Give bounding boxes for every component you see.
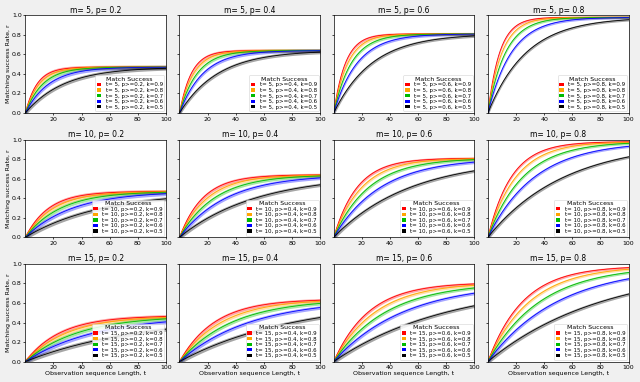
- Title: m= 5, p= 0.2: m= 5, p= 0.2: [70, 6, 122, 15]
- Legend: t= 5, p>=0.4, k=0.9, t= 5, p>=0.4, k=0.8, t= 5, p>=0.4, k=0.7, t= 5, p>=0.4, k=0: t= 5, p>=0.4, k=0.9, t= 5, p>=0.4, k=0.8…: [249, 75, 319, 112]
- X-axis label: Observation sequence Length, t: Observation sequence Length, t: [508, 371, 609, 376]
- Title: m= 15, p= 0.4: m= 15, p= 0.4: [221, 254, 278, 263]
- Legend: t= 15, p>=0.6, k=0.9, t= 15, p>=0.6, k=0.8, t= 15, p>=0.6, k=0.7, t= 15, p>=0.6,: t= 15, p>=0.6, k=0.9, t= 15, p>=0.6, k=0…: [400, 324, 473, 360]
- Title: m= 10, p= 0.2: m= 10, p= 0.2: [68, 130, 124, 139]
- Legend: t= 10, p>=0.2, k=0.9, t= 10, p>=0.2, k=0.8, t= 10, p>=0.2, k=0.7, t= 10, p>=0.2,: t= 10, p>=0.2, k=0.9, t= 10, p>=0.2, k=0…: [92, 199, 164, 236]
- X-axis label: Observation sequence Length, t: Observation sequence Length, t: [353, 371, 454, 376]
- Y-axis label: Matching success Rate, r: Matching success Rate, r: [6, 274, 10, 352]
- Title: m= 10, p= 0.8: m= 10, p= 0.8: [530, 130, 586, 139]
- Legend: t= 10, p>=0.8, k=0.9, t= 10, p>=0.8, k=0.8, t= 10, p>=0.8, k=0.7, t= 10, p>=0.8,: t= 10, p>=0.8, k=0.9, t= 10, p>=0.8, k=0…: [554, 199, 627, 236]
- Title: m= 15, p= 0.8: m= 15, p= 0.8: [530, 254, 586, 263]
- Legend: t= 5, p>=0.8, k=0.9, t= 5, p>=0.8, k=0.8, t= 5, p>=0.8, k=0.7, t= 5, p>=0.8, k=0: t= 5, p>=0.8, k=0.9, t= 5, p>=0.8, k=0.8…: [557, 75, 627, 112]
- X-axis label: Observation sequence Length, t: Observation sequence Length, t: [199, 371, 300, 376]
- Legend: t= 10, p>=0.4, k=0.9, t= 10, p>=0.4, k=0.8, t= 10, p>=0.4, k=0.7, t= 10, p>=0.4,: t= 10, p>=0.4, k=0.9, t= 10, p>=0.4, k=0…: [246, 199, 319, 236]
- Title: m= 15, p= 0.6: m= 15, p= 0.6: [376, 254, 432, 263]
- Legend: t= 5, p>=0.2, k=0.9, t= 5, p>=0.2, k=0.8, t= 5, p>=0.2, k=0.7, t= 5, p>=0.2, k=0: t= 5, p>=0.2, k=0.9, t= 5, p>=0.2, k=0.8…: [95, 75, 164, 112]
- Y-axis label: Matching success Rate, r: Matching success Rate, r: [6, 25, 10, 104]
- Y-axis label: Matching success Rate, r: Matching success Rate, r: [6, 149, 10, 228]
- Title: m= 10, p= 0.6: m= 10, p= 0.6: [376, 130, 432, 139]
- Title: m= 10, p= 0.4: m= 10, p= 0.4: [221, 130, 278, 139]
- Title: m= 15, p= 0.2: m= 15, p= 0.2: [68, 254, 124, 263]
- Legend: t= 15, p>=0.4, k=0.9, t= 15, p>=0.4, k=0.8, t= 15, p>=0.4, k=0.7, t= 15, p>=0.4,: t= 15, p>=0.4, k=0.9, t= 15, p>=0.4, k=0…: [246, 324, 319, 360]
- Title: m= 5, p= 0.8: m= 5, p= 0.8: [532, 6, 584, 15]
- Legend: t= 15, p>=0.8, k=0.9, t= 15, p>=0.8, k=0.8, t= 15, p>=0.8, k=0.7, t= 15, p>=0.8,: t= 15, p>=0.8, k=0.9, t= 15, p>=0.8, k=0…: [554, 324, 627, 360]
- Legend: t= 15, p>=0.2, k=0.9, t= 15, p>=0.2, k=0.8, t= 15, p>=0.2, k=0.7, t= 15, p>=0.2,: t= 15, p>=0.2, k=0.9, t= 15, p>=0.2, k=0…: [92, 324, 164, 360]
- Legend: t= 5, p>=0.6, k=0.9, t= 5, p>=0.6, k=0.8, t= 5, p>=0.6, k=0.7, t= 5, p>=0.6, k=0: t= 5, p>=0.6, k=0.9, t= 5, p>=0.6, k=0.8…: [403, 75, 473, 112]
- Legend: t= 10, p>=0.6, k=0.9, t= 10, p>=0.6, k=0.8, t= 10, p>=0.6, k=0.7, t= 10, p>=0.6,: t= 10, p>=0.6, k=0.9, t= 10, p>=0.6, k=0…: [400, 199, 473, 236]
- X-axis label: Observation sequence Length, t: Observation sequence Length, t: [45, 371, 146, 376]
- Title: m= 5, p= 0.6: m= 5, p= 0.6: [378, 6, 430, 15]
- Title: m= 5, p= 0.4: m= 5, p= 0.4: [224, 6, 276, 15]
